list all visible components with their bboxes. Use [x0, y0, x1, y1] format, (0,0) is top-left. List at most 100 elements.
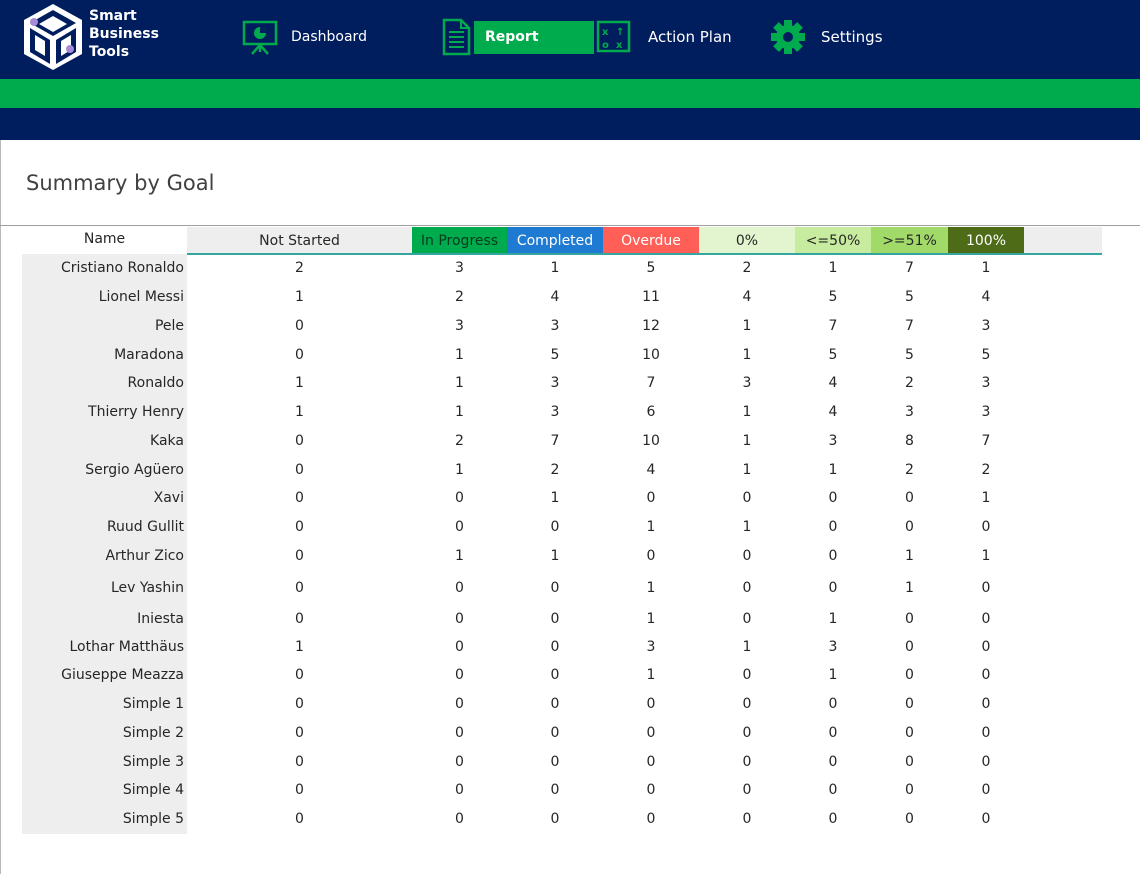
table-row: Sergio Agüero 0 1 2 4 1 1 2 2 — [0, 456, 1102, 485]
cell-p100: 0 — [981, 725, 991, 741]
nav-report-icon-wrap[interactable] — [437, 18, 475, 56]
cell-ns: 0 — [295, 433, 304, 449]
cell-p51: 5 — [905, 289, 914, 305]
cell-ip: 0 — [455, 667, 464, 683]
cell-p51: 0 — [905, 667, 914, 683]
brand-line-3: Tools — [89, 44, 130, 60]
cell-p0: 1 — [742, 404, 752, 420]
row-name: Arthur Zico — [105, 548, 184, 564]
brand-name: Smart Business Tools — [89, 7, 159, 61]
cell-p51: 0 — [905, 782, 914, 798]
cell-p0: 1 — [742, 639, 752, 655]
green-accent-band — [0, 79, 1140, 108]
table-row: Arthur Zico 0 1 1 0 0 0 1 1 — [0, 542, 1102, 571]
header-underline — [187, 253, 1102, 255]
svg-text:↑: ↑ — [616, 27, 624, 38]
cell-p51: 2 — [905, 375, 914, 391]
cell-p50: 1 — [828, 611, 838, 627]
cell-ip: 3 — [455, 260, 464, 276]
cell-ov: 4 — [646, 462, 656, 478]
cell-ns: 1 — [295, 404, 304, 420]
cell-p51: 7 — [905, 318, 914, 334]
cell-ip: 0 — [455, 696, 464, 712]
cell-ns: 1 — [295, 375, 304, 391]
cell-co: 3 — [550, 318, 560, 334]
nav-action-plan-label: Action Plan — [648, 28, 732, 46]
header-in-progress: In Progress — [412, 227, 507, 253]
cell-p0: 1 — [742, 433, 752, 449]
cell-ns: 0 — [295, 725, 304, 741]
brand-line-2: Business — [89, 26, 159, 42]
cell-ns: 1 — [295, 639, 304, 655]
cell-co: 3 — [550, 404, 560, 420]
cell-p51: 0 — [905, 490, 914, 506]
cell-p51: 1 — [905, 580, 914, 596]
row-name: Simple 3 — [122, 754, 184, 770]
cell-p0: 0 — [742, 667, 752, 683]
cell-p50: 3 — [828, 639, 838, 655]
cell-p0: 2 — [742, 260, 752, 276]
cell-ov: 1 — [646, 519, 656, 535]
row-name: Iniesta — [137, 611, 184, 627]
gear-icon — [771, 20, 805, 54]
row-name: Pele — [154, 318, 184, 334]
cell-p0: 0 — [742, 611, 752, 627]
cell-p50: 0 — [828, 580, 838, 596]
cell-ip: 0 — [455, 782, 464, 798]
cell-ip: 2 — [455, 433, 464, 449]
cell-ns: 0 — [295, 754, 304, 770]
cell-p0: 1 — [742, 462, 752, 478]
cell-ns: 0 — [295, 696, 304, 712]
cell-ns: 0 — [295, 811, 304, 827]
cell-ov: 10 — [642, 433, 660, 449]
cell-p50: 0 — [828, 811, 838, 827]
cell-p50: 0 — [828, 490, 838, 506]
cell-p100: 0 — [981, 611, 991, 627]
cell-co: 0 — [550, 782, 560, 798]
cell-ip: 0 — [455, 754, 464, 770]
cell-ov: 10 — [642, 347, 660, 363]
cell-ov: 5 — [646, 260, 656, 276]
cell-ov: 11 — [642, 289, 660, 305]
row-name: Lothar Matthäus — [69, 639, 184, 655]
cell-p0: 0 — [742, 490, 752, 506]
row-name: Simple 1 — [122, 696, 184, 712]
cell-ov: 0 — [646, 782, 656, 798]
cell-ip: 3 — [455, 318, 464, 334]
nav-dashboard[interactable]: Dashboard — [241, 18, 367, 56]
cell-p100: 1 — [981, 260, 991, 276]
cell-co: 0 — [550, 725, 560, 741]
cell-co: 7 — [550, 433, 560, 449]
cell-ov: 0 — [646, 696, 656, 712]
cell-ov: 0 — [646, 490, 656, 506]
header-pct-ge-51: >=51% — [871, 227, 948, 253]
svg-text:o: o — [602, 40, 609, 51]
cell-p50: 0 — [828, 519, 838, 535]
strategy-board-icon: x ↑ o x — [596, 20, 631, 53]
svg-text:x: x — [616, 40, 623, 51]
table-row: Ronaldo 1 1 3 7 3 4 2 3 — [0, 369, 1102, 398]
cell-p50: 4 — [828, 404, 838, 420]
nav-report-active-tab[interactable]: Report — [474, 21, 594, 54]
page-title: Summary by Goal — [26, 171, 215, 195]
header-filler — [1024, 227, 1102, 253]
cell-ip: 1 — [455, 548, 464, 564]
nav-action-plan[interactable]: x ↑ o x Action Plan — [595, 18, 732, 56]
nav-settings[interactable]: Settings — [769, 18, 883, 56]
cell-ns: 0 — [295, 318, 304, 334]
cell-ov: 0 — [646, 725, 656, 741]
cell-p0: 0 — [742, 725, 752, 741]
cell-ip: 0 — [455, 519, 464, 535]
cell-ov: 1 — [646, 580, 656, 596]
cell-co: 5 — [550, 347, 560, 363]
table-header-row: Name Not Started In Progress Completed O… — [0, 227, 1102, 254]
cell-ns: 0 — [295, 580, 304, 596]
document-icon — [442, 18, 471, 56]
cell-co: 0 — [550, 639, 560, 655]
name-column-background — [22, 254, 187, 834]
cell-p51: 8 — [905, 433, 914, 449]
cell-p0: 0 — [742, 782, 752, 798]
table-row: Simple 3 0 0 0 0 0 0 0 0 — [0, 748, 1102, 777]
cell-p100: 0 — [981, 639, 991, 655]
cell-co: 0 — [550, 611, 560, 627]
